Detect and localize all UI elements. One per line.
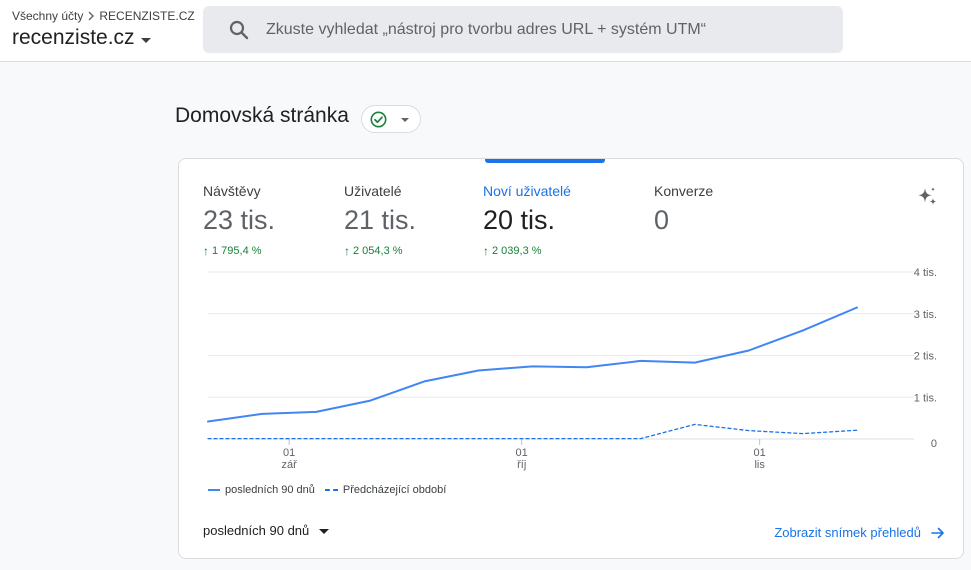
metric-new-users[interactable]: Noví uživatelé 20 tis. ↑ 2 039,3 % [483,183,571,258]
account-name: recenziste.cz [12,26,135,49]
metric-conversions[interactable]: Konverze 0 [654,183,713,236]
y-tick-label: 2 tis. [914,351,937,363]
series-line-previous-period [207,423,858,440]
legend-label: Předcházející období [342,484,447,496]
legend-label: posledních 90 dnů [225,484,315,496]
insights-sparkle-icon[interactable] [915,185,939,209]
legend-item-current: posledních 90 dnů [208,484,315,496]
metric-value: 21 tis. [344,205,417,235]
arrow-up-icon: ↑ [203,244,209,258]
top-bar: Všechny účty RECENZISTE.CZ recenziste.cz [0,0,971,62]
caret-down-icon [140,37,151,43]
x-tick-day: 01 [516,447,528,459]
x-tick-month: říj [517,459,526,471]
series-line-last-90-days [207,306,858,423]
search-bar[interactable] [203,6,843,53]
status-dropdown[interactable] [361,105,421,133]
search-icon [229,20,249,40]
metric-label: Konverze [654,183,714,199]
y-tick-label: 1 tis. [914,392,937,404]
x-tick-month: zář [281,459,297,471]
legend-solid-line [208,489,220,491]
metric-label: Noví uživatelé [483,183,571,199]
metric-visits[interactable]: Návštěvy 23 tis. ↑ 1 795,4 % [203,183,275,258]
metric-delta: ↑ 2 039,3 % [483,244,571,258]
x-tick-month: lis [754,459,765,471]
metric-delta-value: 1 795,4 % [212,245,262,257]
breadcrumb: Všechny účty RECENZISTE.CZ [12,9,195,23]
chart-legend: posledních 90 dnů Předcházející období [208,484,456,496]
x-tick-day: 01 [754,447,766,459]
arrow-up-icon: ↑ [483,244,489,258]
chevron-right-icon [88,11,95,21]
page-title: Domovská stránka [175,104,349,127]
metric-value: 0 [654,205,670,235]
breadcrumb-all-accounts[interactable]: Všechny účty [12,9,84,23]
metric-users[interactable]: Uživatelé 21 tis. ↑ 2 054,3 % [344,183,416,258]
y-tick-label: 0 [931,438,937,450]
search-input[interactable] [266,16,826,44]
snapshot-link-label: Zobrazit snímek přehledů [774,525,921,540]
metric-delta: ↑ 1 795,4 % [203,244,275,258]
breadcrumb-property[interactable]: RECENZISTE.CZ [99,9,195,23]
metric-delta-value: 2 054,3 % [353,245,403,257]
date-range-dropdown[interactable]: posledních 90 dnů [203,523,330,538]
arrow-up-icon: ↑ [344,244,350,258]
metric-delta-value: 2 039,3 % [492,245,542,257]
metric-label: Uživatelé [344,183,402,199]
metric-value: 20 tis. [483,205,556,235]
y-tick-label: 3 tis. [914,309,937,321]
date-range-label: posledních 90 dnů [203,523,310,538]
check-circle-icon [370,111,387,128]
legend-item-previous: Předcházející období [324,484,447,496]
overview-card: Návštěvy 23 tis. ↑ 1 795,4 % Uživatelé 2… [178,158,964,559]
metric-label: Návštěvy [203,183,261,199]
metric-delta: ↑ 2 054,3 % [344,244,416,258]
arrow-right-icon [931,527,944,538]
account-selector[interactable]: recenziste.cz [12,26,151,50]
caret-down-icon [319,529,330,534]
view-snapshot-link[interactable]: Zobrazit snímek přehledů [774,525,945,540]
legend-dashed-line [324,489,338,491]
active-tab-indicator [485,159,605,163]
x-tick-day: 01 [283,447,295,459]
y-tick-label: 4 tis. [914,267,937,279]
caret-down-icon [401,118,409,122]
metric-value: 23 tis. [203,205,276,235]
